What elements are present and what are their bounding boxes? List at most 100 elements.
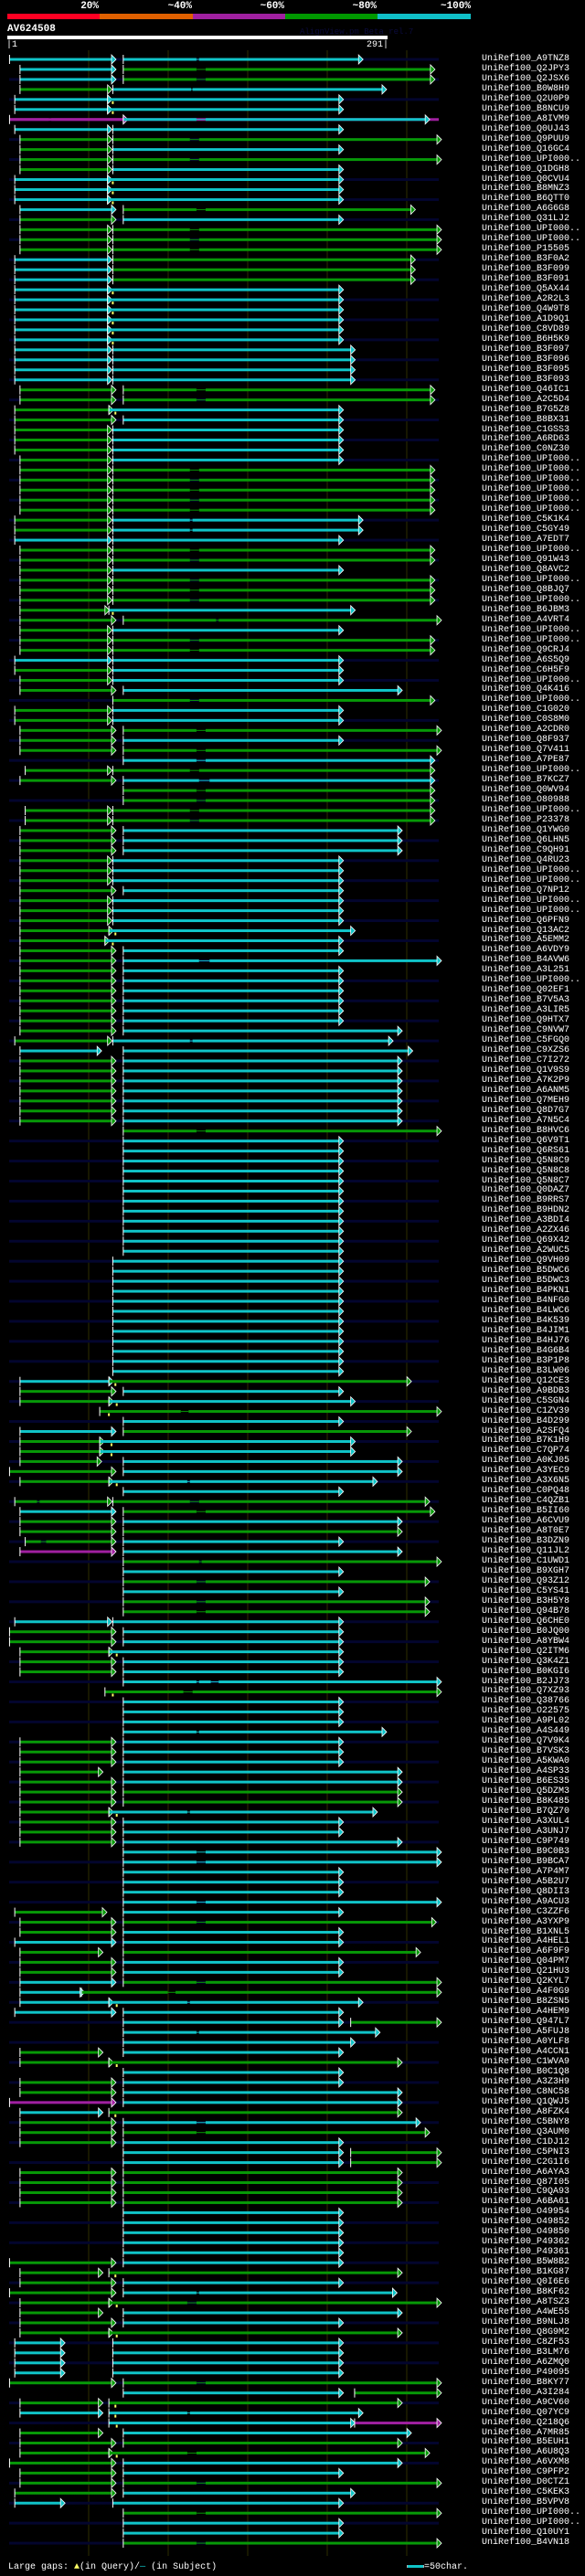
hit-label[interactable]: UniRef100_C9PFP2 bbox=[482, 2467, 570, 2478]
hit-label[interactable]: UniRef100_UPI000.. bbox=[482, 454, 581, 465]
hit-label[interactable]: UniRef100_B8NCU9 bbox=[482, 103, 570, 114]
hit-label[interactable]: UniRef100_UPI000.. bbox=[482, 624, 581, 635]
hit-label[interactable]: UniRef100_A2ZX46 bbox=[482, 1225, 570, 1236]
hit-label[interactable]: UniRef100_Q8D7G7 bbox=[482, 1105, 570, 1116]
hit-label[interactable]: UniRef100_B0C1Q8 bbox=[482, 2066, 570, 2077]
hit-label[interactable]: UniRef100_B5W8B2 bbox=[482, 2257, 570, 2268]
hit-label[interactable]: UniRef100_B7G5Z8 bbox=[482, 404, 570, 415]
hit-label[interactable]: UniRef100_C9QA93 bbox=[482, 2187, 570, 2198]
hit-label[interactable]: UniRef100_B3LW06 bbox=[482, 1365, 570, 1376]
hit-label[interactable]: UniRef100_C1ZV39 bbox=[482, 1405, 570, 1416]
hit-label[interactable]: UniRef100_C0S8M0 bbox=[482, 715, 570, 726]
hit-label[interactable]: UniRef100_A0YLF8 bbox=[482, 2037, 570, 2048]
hit-label[interactable]: UniRef100_UPI000.. bbox=[482, 474, 581, 485]
hit-label[interactable]: UniRef100_A9ACU3 bbox=[482, 1896, 570, 1907]
hit-label[interactable]: UniRef100_C0NZ30 bbox=[482, 444, 570, 455]
hit-label[interactable]: UniRef100_B9C0B3 bbox=[482, 1846, 570, 1857]
hit-label[interactable]: UniRef100_P49361 bbox=[482, 2247, 570, 2258]
hit-label[interactable]: UniRef100_Q5N8C9 bbox=[482, 1155, 570, 1166]
hit-label[interactable]: UniRef100_Q218Q6 bbox=[482, 2417, 570, 2428]
hit-label[interactable]: UniRef100_B3LM76 bbox=[482, 2347, 570, 2358]
hit-label[interactable]: UniRef100_Q2JSX6 bbox=[482, 73, 570, 84]
hit-label[interactable]: UniRef100_Q11JL2 bbox=[482, 1546, 570, 1557]
hit-label[interactable]: UniRef100_Q5N8C7 bbox=[482, 1175, 570, 1186]
hit-label[interactable]: UniRef100_B8KF62 bbox=[482, 2287, 570, 2298]
hit-label[interactable]: UniRef100_UPI000.. bbox=[482, 634, 581, 645]
hit-label[interactable]: UniRef100_B4AVW6 bbox=[482, 955, 570, 966]
hit-label[interactable]: UniRef100_Q5AX44 bbox=[482, 284, 570, 295]
hit-label[interactable]: UniRef100_UPI000.. bbox=[482, 895, 581, 906]
hit-label[interactable]: UniRef100_B5DWC6 bbox=[482, 1266, 570, 1277]
hit-label[interactable]: UniRef100_B3F097 bbox=[482, 344, 570, 355]
hit-label[interactable]: UniRef100_B4NFG0 bbox=[482, 1296, 570, 1307]
hit-label[interactable]: UniRef100_Q0I6E6 bbox=[482, 2277, 570, 2288]
hit-label[interactable]: UniRef100_Q947L7 bbox=[482, 2017, 570, 2028]
hit-label[interactable]: UniRef100_B6JBM3 bbox=[482, 604, 570, 615]
hit-label[interactable]: UniRef100_Q04PM7 bbox=[482, 1956, 570, 1967]
hit-label[interactable]: UniRef100_Q1V9S9 bbox=[482, 1065, 570, 1076]
hit-label[interactable]: UniRef100_Q38766 bbox=[482, 1696, 570, 1707]
hit-label[interactable]: UniRef100_Q94B78 bbox=[482, 1606, 570, 1617]
hit-label[interactable]: UniRef100_Q07YC9 bbox=[482, 2407, 570, 2418]
hit-label[interactable]: UniRef100_B1KG87 bbox=[482, 2267, 570, 2278]
hit-label[interactable]: UniRef100_A4SP33 bbox=[482, 1766, 570, 1777]
hit-label[interactable]: UniRef100_A6AYA3 bbox=[482, 2167, 570, 2178]
hit-label[interactable]: UniRef100_D0CTZ1 bbox=[482, 2477, 570, 2488]
hit-label[interactable]: UniRef100_A9CV60 bbox=[482, 2397, 570, 2408]
hit-label[interactable]: UniRef100_UPI000.. bbox=[482, 224, 581, 235]
hit-label[interactable]: UniRef100_A8YBW4 bbox=[482, 1636, 570, 1647]
hit-label[interactable]: UniRef100_A8IVM9 bbox=[482, 113, 570, 124]
hit-label[interactable]: UniRef100_Q9HTX7 bbox=[482, 1015, 570, 1026]
hit-label[interactable]: UniRef100_A6S5Q9 bbox=[482, 654, 570, 665]
hit-label[interactable]: UniRef100_Q9VH09 bbox=[482, 1256, 570, 1267]
hit-label[interactable]: UniRef100_C5PNI3 bbox=[482, 2147, 570, 2157]
hit-label[interactable]: UniRef100_P49362 bbox=[482, 2237, 570, 2248]
hit-label[interactable]: UniRef100_UPI000.. bbox=[482, 864, 581, 875]
hit-label[interactable]: UniRef100_A6VDY9 bbox=[482, 945, 570, 956]
hit-label[interactable]: UniRef100_A3L251 bbox=[482, 965, 570, 976]
hit-label[interactable]: UniRef100_A3YEC9 bbox=[482, 1466, 570, 1477]
hit-label[interactable]: UniRef100_Q0UJ43 bbox=[482, 123, 570, 134]
hit-label[interactable]: UniRef100_B1XNL5 bbox=[482, 1926, 570, 1937]
hit-label[interactable]: UniRef100_C5GY49 bbox=[482, 525, 570, 535]
hit-label[interactable]: UniRef100_C2G1I6 bbox=[482, 2157, 570, 2168]
hit-label[interactable]: UniRef100_Q10UY1 bbox=[482, 2528, 570, 2539]
hit-label[interactable]: UniRef100_C5BNY8 bbox=[482, 2116, 570, 2127]
hit-label[interactable]: UniRef100_A3I284 bbox=[482, 2387, 570, 2398]
hit-label[interactable]: UniRef100_UPI000.. bbox=[482, 234, 581, 245]
hit-label[interactable]: UniRef100_Q87I05 bbox=[482, 2177, 570, 2188]
hit-label[interactable]: UniRef100_Q2KYL7 bbox=[482, 1977, 570, 1988]
hit-label[interactable]: UniRef100_Q91W43 bbox=[482, 555, 570, 565]
hit-label[interactable]: UniRef100_A4F0G9 bbox=[482, 1987, 570, 1998]
hit-label[interactable]: UniRef100_A5B2U7 bbox=[482, 1876, 570, 1887]
hit-label[interactable]: UniRef100_A4HEM9 bbox=[482, 2007, 570, 2018]
hit-label[interactable]: UniRef100_A2C5D4 bbox=[482, 394, 570, 405]
hit-label[interactable]: UniRef100_B8MNZ3 bbox=[482, 184, 570, 195]
hit-label[interactable]: UniRef100_B9XGH7 bbox=[482, 1565, 570, 1576]
hit-label[interactable]: UniRef100_Q6V9T1 bbox=[482, 1135, 570, 1146]
hit-label[interactable]: UniRef100_C4QZB1 bbox=[482, 1496, 570, 1507]
hit-label[interactable]: UniRef100_C5K1K4 bbox=[482, 514, 570, 525]
hit-label[interactable]: UniRef100_C5KEK3 bbox=[482, 2487, 570, 2498]
hit-label[interactable]: UniRef100_B9RRS7 bbox=[482, 1195, 570, 1206]
hit-label[interactable]: UniRef100_B7KCZ7 bbox=[482, 775, 570, 786]
hit-label[interactable]: UniRef100_Q4K416 bbox=[482, 684, 570, 695]
hit-label[interactable]: UniRef100_A9BDB3 bbox=[482, 1385, 570, 1396]
hit-label[interactable]: UniRef100_UPI000.. bbox=[482, 574, 581, 585]
hit-label[interactable]: UniRef100_P15505 bbox=[482, 244, 570, 255]
hit-label[interactable]: UniRef100_Q8F937 bbox=[482, 735, 570, 746]
hit-label[interactable]: UniRef100_Q0WV94 bbox=[482, 785, 570, 796]
hit-label[interactable]: UniRef100_Q8G9M2 bbox=[482, 2327, 570, 2337]
hit-label[interactable]: UniRef100_A9TNZ8 bbox=[482, 54, 570, 64]
hit-label[interactable]: UniRef100_A3Z3H9 bbox=[482, 2076, 570, 2087]
hit-label[interactable]: UniRef100_A5KWA0 bbox=[482, 1756, 570, 1767]
hit-label[interactable]: UniRef100_Q6LHN5 bbox=[482, 834, 570, 845]
hit-label[interactable]: UniRef100_B7K1H9 bbox=[482, 1436, 570, 1447]
hit-label[interactable]: UniRef100_Q0DAZ7 bbox=[482, 1185, 570, 1196]
hit-label[interactable]: UniRef100_A7P4M7 bbox=[482, 1866, 570, 1877]
hit-label[interactable]: UniRef100_B4JIM1 bbox=[482, 1325, 570, 1336]
hit-label[interactable]: UniRef100_B7QZ70 bbox=[482, 1807, 570, 1817]
hit-label[interactable]: UniRef100_Q4RU23 bbox=[482, 854, 570, 865]
hit-label[interactable]: UniRef100_Q3K4Z1 bbox=[482, 1656, 570, 1667]
hit-label[interactable]: UniRef100_Q31LJ2 bbox=[482, 214, 570, 225]
